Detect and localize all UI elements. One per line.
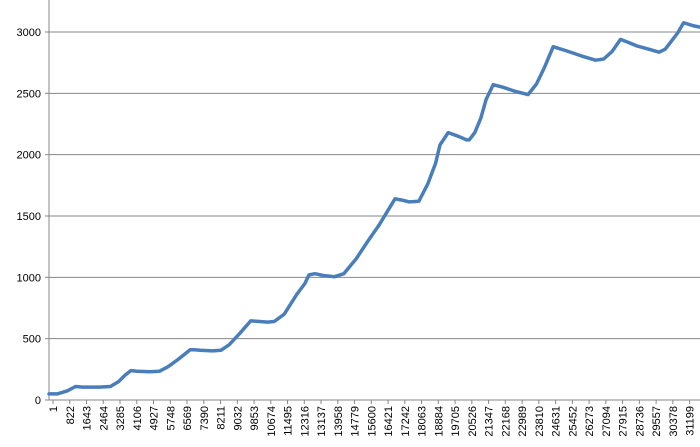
x-tick-label: 5748 — [165, 406, 177, 430]
x-tick-labels: 1 822 1643 2464 3285 4106 4927 5748 6569 7390 8211… — [48, 400, 697, 437]
x-tick-label: 16421 — [383, 406, 395, 437]
x-tick-label: 17242 — [400, 406, 412, 437]
x-tick-label: 19705 — [450, 406, 462, 437]
x-tick-label: 18063 — [417, 406, 429, 437]
x-tick-label: 14779 — [350, 406, 362, 437]
x-tick-label: 10674 — [266, 406, 278, 437]
x-tick-label: 3285 — [115, 406, 127, 430]
gridlines — [45, 31, 700, 401]
x-tick-label: 13137 — [316, 406, 328, 437]
series-layer — [47, 21, 700, 396]
y-tick-label: 500 — [23, 334, 41, 346]
y-tick-label: 1000 — [17, 272, 41, 284]
y-tick-labels: 0 500 1000 1500 2000 2500 3000 — [17, 27, 41, 407]
y-tick-label: 0 — [35, 395, 41, 407]
x-tick-label: 18884 — [433, 406, 445, 437]
x-tick-label: 1643 — [82, 406, 94, 430]
x-tick-label: 29557 — [651, 406, 663, 437]
x-tick-label: 2464 — [98, 406, 110, 430]
axes — [48, 0, 700, 401]
x-tick-label: 6569 — [182, 406, 194, 430]
x-tick-label: 28736 — [634, 406, 646, 437]
x-tick-label: 30378 — [668, 406, 680, 437]
y-tick-label: 3000 — [17, 27, 41, 39]
x-tick-label: 22989 — [517, 406, 529, 437]
x-tick-label: 20526 — [467, 406, 479, 437]
x-tick-label: 4106 — [132, 406, 144, 430]
x-tick-label: 15600 — [366, 406, 378, 437]
y-tick-label: 1500 — [17, 211, 41, 223]
x-tick-label: 9853 — [249, 406, 261, 430]
y-tick-label: 2000 — [17, 150, 41, 162]
series-line — [47, 21, 700, 396]
x-tick-label: 27094 — [601, 406, 613, 437]
x-tick-label: 8211 — [216, 406, 228, 430]
x-tick-label: 9032 — [232, 406, 244, 430]
x-tick-label: 13958 — [333, 406, 345, 437]
y-tick-label: 2500 — [17, 88, 41, 100]
x-tick-label: 31199 — [685, 406, 697, 436]
x-tick-label: 25452 — [567, 406, 579, 437]
x-tick-label: 11495 — [283, 406, 295, 436]
x-tick-label: 24631 — [551, 406, 563, 437]
x-tick-label: 23810 — [534, 406, 546, 437]
x-tick-label: 26273 — [584, 406, 596, 437]
x-tick-label: 7390 — [199, 406, 211, 430]
x-tick-label: 22168 — [500, 406, 512, 437]
x-tick-label: 27915 — [618, 406, 630, 437]
x-tick-label: 822 — [65, 406, 77, 424]
x-tick-label: 12316 — [299, 406, 311, 437]
x-tick-label: 4927 — [149, 406, 161, 430]
x-tick-label: 21347 — [484, 406, 496, 437]
x-tick-label: 1 — [48, 406, 60, 412]
